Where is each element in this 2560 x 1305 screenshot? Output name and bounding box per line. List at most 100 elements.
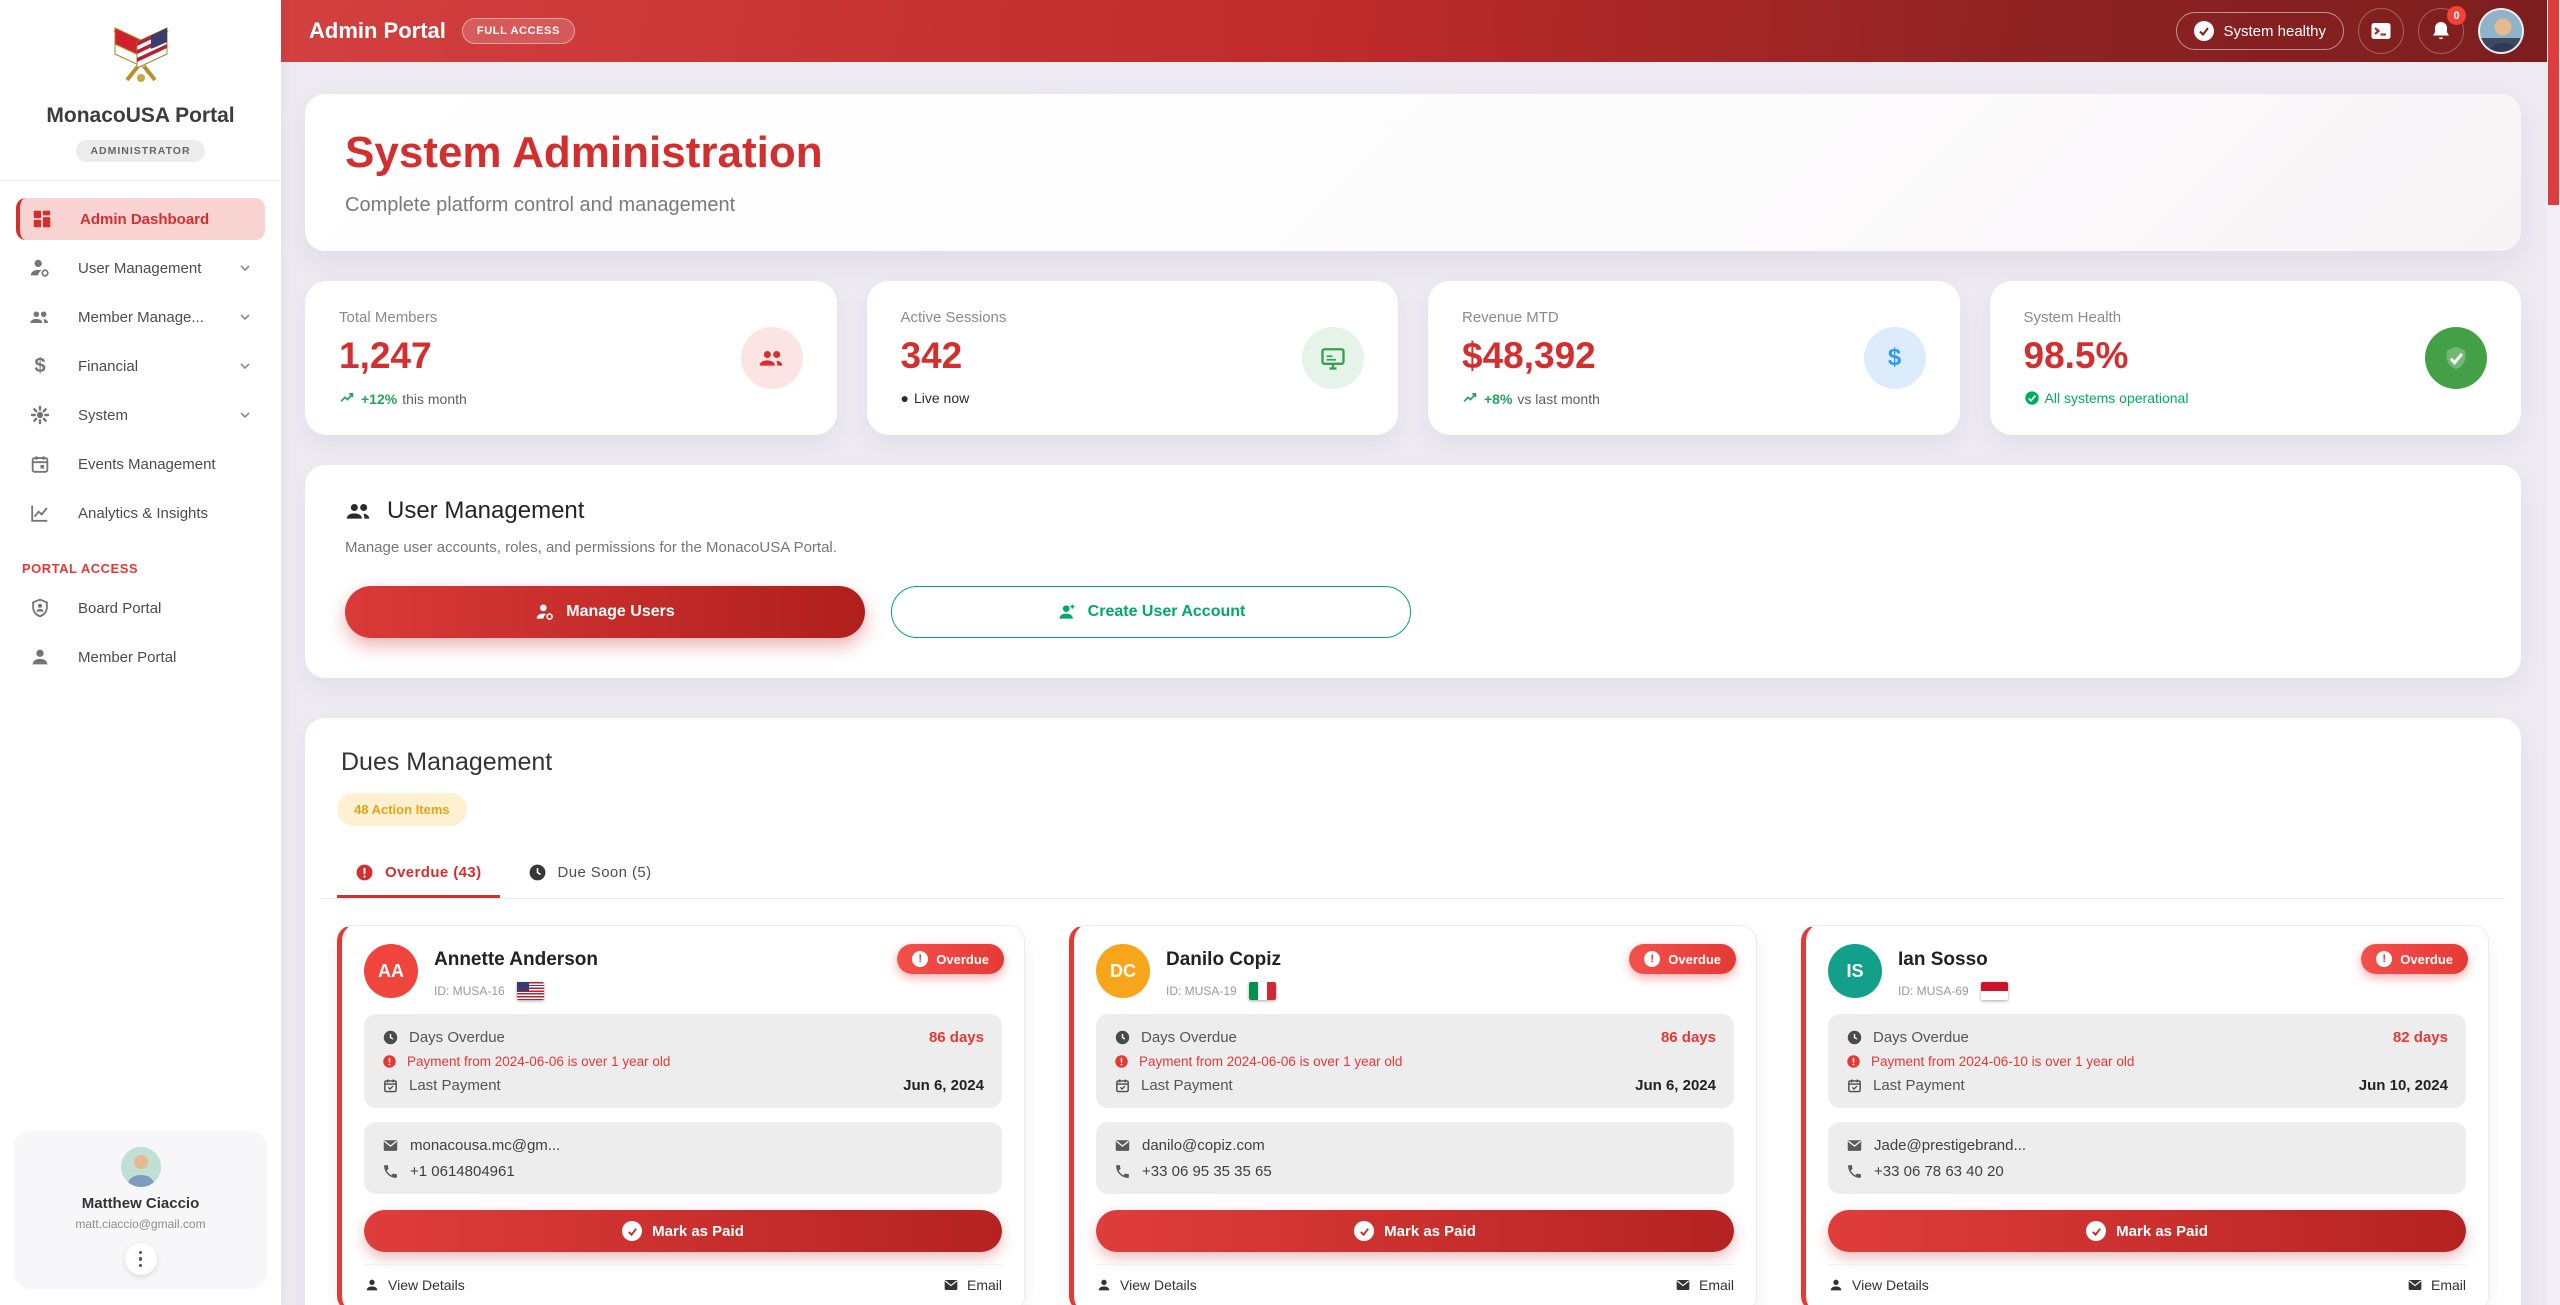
error-icon: [383, 1054, 396, 1068]
stat-label: Total Members: [339, 309, 438, 326]
sidebar-item-admin-dashboard[interactable]: Admin Dashboard: [16, 198, 265, 240]
contact-box: danilo@copiz.com +33 06 95 35 35 65: [1096, 1122, 1734, 1194]
group-icon: [28, 305, 52, 329]
portal-access-label: PORTAL ACCESS: [22, 561, 139, 576]
stat-sub-text: vs last month: [1517, 390, 1600, 407]
envelope-icon: [1115, 1139, 1130, 1151]
mark-as-paid-button[interactable]: Mark as Paid: [364, 1210, 1002, 1252]
sidebar-item-analytics-insights[interactable]: Analytics & Insights: [16, 492, 265, 534]
country-flag: [1980, 982, 2008, 1000]
sidebar-item-user-management[interactable]: User Management: [16, 247, 265, 289]
last-payment-value: Jun 6, 2024: [903, 1076, 984, 1094]
scrollbar-thumb[interactable]: [2548, 0, 2559, 205]
clock-icon: [1115, 1030, 1130, 1044]
sidebar-item-member-portal[interactable]: Member Portal: [16, 636, 265, 678]
usa-flag: [136, 27, 167, 69]
status-badge: ! Overdue: [897, 944, 1004, 974]
error-icon: [356, 864, 373, 881]
gear-icon: [28, 403, 52, 427]
tab-due-soon[interactable]: Due Soon (5): [510, 848, 670, 898]
sidebar-item-label: Analytics & Insights: [78, 504, 209, 522]
error-icon: !: [2376, 951, 2393, 967]
stats-row: Total Members 1,247 +12% this month Acti…: [305, 281, 2521, 435]
sidebar-item-label: Board Portal: [78, 599, 162, 617]
member-cards-row: ! Overdue AA Annette Anderson ID: MUSA-1…: [321, 899, 2505, 1305]
view-details-button[interactable]: View Details: [1828, 1277, 1929, 1293]
user-management-card: User Management Manage user accounts, ro…: [305, 465, 2521, 678]
status-badge: ! Overdue: [1629, 944, 1736, 974]
top-header: Admin Portal FULL ACCESS System healthy …: [281, 0, 2560, 62]
last-payment-value: Jun 6, 2024: [1635, 1076, 1716, 1094]
profile-menu-button[interactable]: [124, 1243, 157, 1275]
page-subtitle: Complete platform control and management: [345, 194, 736, 216]
create-user-account-button[interactable]: Create User Account: [891, 586, 1411, 638]
stat-card-total-members: Total Members 1,247 +12% this month: [305, 281, 837, 435]
email-button[interactable]: Email: [943, 1277, 1002, 1293]
sidebar-item-events-management[interactable]: Events Management: [16, 443, 265, 485]
monitor-icon: [1302, 327, 1364, 389]
stat-label: Active Sessions: [900, 309, 1007, 326]
system-healthy-badge[interactable]: System healthy: [2176, 12, 2344, 50]
member-id: ID: MUSA-16: [434, 984, 505, 998]
days-overdue-value: 82 days: [2392, 1028, 2448, 1046]
days-overdue-value: 86 days: [928, 1028, 984, 1046]
header-avatar[interactable]: [2478, 8, 2524, 54]
terminal-button[interactable]: [2358, 8, 2404, 54]
calendar-check-icon: [1848, 1078, 1861, 1092]
stat-value: 98.5%: [2023, 335, 2129, 376]
envelope-icon: [944, 1280, 958, 1290]
check-circle-icon: [622, 1221, 643, 1241]
profile-avatar: [120, 1147, 161, 1187]
notifications-button[interactable]: 0: [2418, 6, 2466, 54]
sidebar-item-board-portal[interactable]: Board Portal: [16, 587, 265, 629]
section-description: Manage user accounts, roles, and permiss…: [345, 539, 837, 556]
stat-value: 342: [900, 335, 963, 376]
view-details-button[interactable]: View Details: [1096, 1277, 1197, 1293]
clock-icon: [1847, 1030, 1862, 1044]
hero-card: System Administration Complete platform …: [305, 94, 2521, 251]
group-icon: [740, 327, 803, 389]
crossed-flags-logo: [112, 27, 169, 82]
member-name: Annette Anderson: [434, 949, 598, 970]
mark-as-paid-button[interactable]: Mark as Paid: [1828, 1210, 2466, 1252]
user-gear-icon: [28, 256, 52, 280]
notification-count-badge: 0: [2447, 6, 2466, 25]
member-phone: +1 0614804961: [382, 1158, 984, 1184]
sidebar-item-financial[interactable]: $ Financial: [16, 345, 265, 387]
dashboard-icon: [30, 207, 54, 231]
stat-value: $48,392: [1462, 335, 1596, 376]
stat-trend: +8%: [1484, 390, 1513, 407]
sidebar-item-member-management[interactable]: Member Manage...: [16, 296, 265, 338]
days-overdue-value: 86 days: [1660, 1028, 1716, 1046]
dollar-icon: $: [34, 354, 46, 377]
dues-info-box: Days Overdue 86 days Payment from 2024-0…: [1096, 1014, 1734, 1108]
stat-sub-text: Live now: [913, 390, 970, 406]
tab-overdue[interactable]: Overdue (43): [337, 848, 500, 898]
contact-box: monacousa.mc@gm... +1 0614804961: [364, 1122, 1002, 1194]
user-gear-icon: [536, 604, 554, 620]
view-details-button[interactable]: View Details: [364, 1277, 465, 1293]
member-email: Jade@prestigebrand...: [1846, 1132, 2448, 1158]
dollar-icon: $: [1863, 327, 1926, 389]
envelope-icon: [1676, 1280, 1690, 1290]
manage-users-button[interactable]: Manage Users: [345, 586, 865, 638]
payment-warning: Payment from 2024-06-10 is over 1 year o…: [1846, 1050, 2448, 1072]
envelope-icon: [383, 1139, 398, 1151]
sidebar-item-label: Member Manage...: [78, 308, 204, 326]
payment-warning: Payment from 2024-06-06 is over 1 year o…: [382, 1050, 984, 1072]
email-button[interactable]: Email: [1675, 1277, 1734, 1293]
envelope-icon: [1847, 1139, 1862, 1151]
dues-tabs: Overdue (43) Due Soon (5): [321, 848, 2505, 899]
shield-check-icon: [2425, 327, 2487, 389]
person-add-icon: [1059, 604, 1075, 619]
page-scrollbar[interactable]: [2547, 0, 2560, 1305]
email-button[interactable]: Email: [2407, 1277, 2466, 1293]
shield-person-icon: [28, 596, 52, 620]
error-icon: !: [912, 951, 929, 967]
payment-warning: Payment from 2024-06-06 is over 1 year o…: [1114, 1050, 1716, 1072]
sidebar-item-system[interactable]: System: [16, 394, 265, 436]
sidebar-item-label: Member Portal: [78, 648, 177, 666]
stat-label: System Health: [2023, 309, 2122, 326]
calendar-check-icon: [384, 1078, 397, 1092]
mark-as-paid-button[interactable]: Mark as Paid: [1096, 1210, 1734, 1252]
